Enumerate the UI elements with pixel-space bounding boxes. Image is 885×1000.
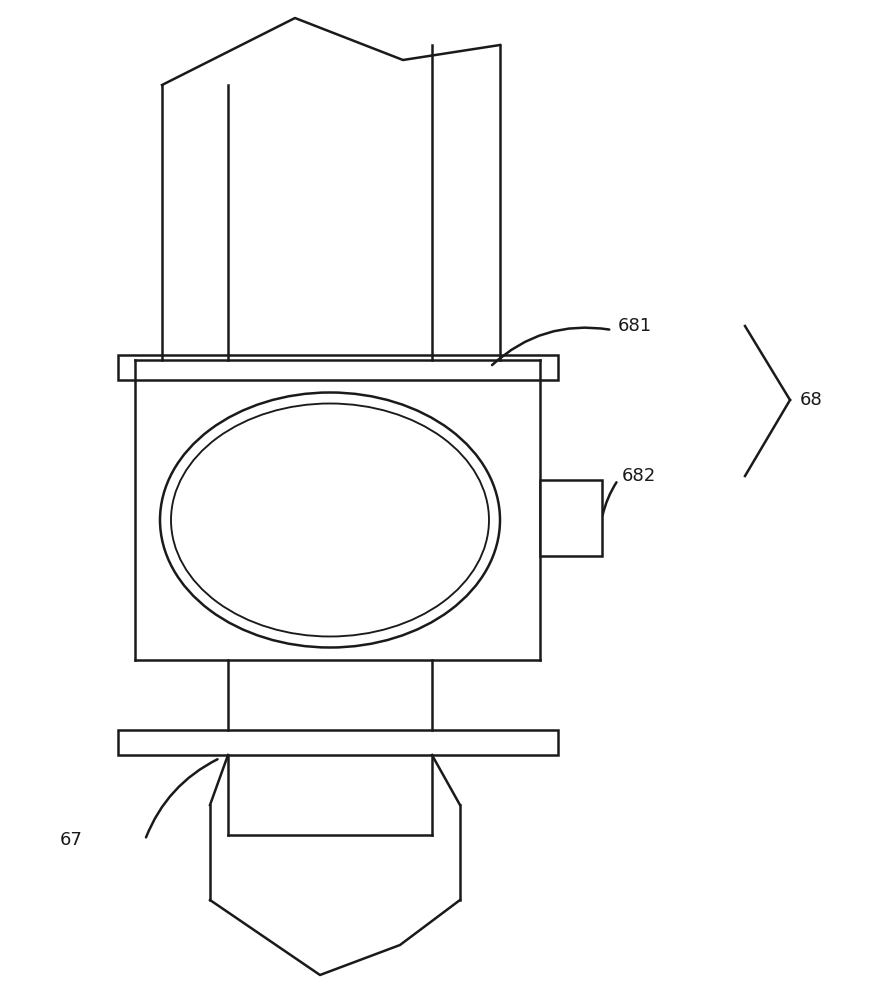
Text: 68: 68 [800, 391, 823, 409]
Bar [118, 355, 558, 380]
Bar [540, 480, 602, 556]
Bar [118, 730, 558, 755]
Text: 681: 681 [618, 317, 652, 335]
Ellipse shape [160, 392, 500, 648]
Text: 67: 67 [60, 831, 83, 849]
Ellipse shape [171, 403, 489, 637]
Text: 682: 682 [622, 467, 657, 485]
